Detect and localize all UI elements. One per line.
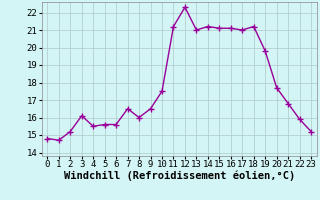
X-axis label: Windchill (Refroidissement éolien,°C): Windchill (Refroidissement éolien,°C)	[64, 171, 295, 181]
